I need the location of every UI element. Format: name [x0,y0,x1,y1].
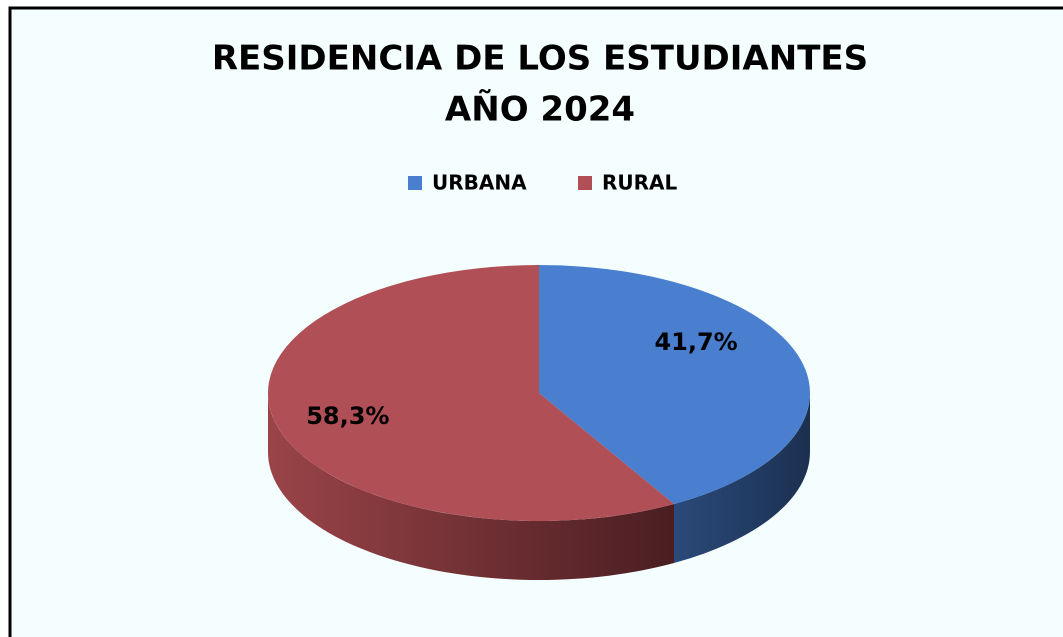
data-label: 58,3% [306,402,389,430]
pie-slice [539,265,811,504]
legend-swatch [578,176,592,190]
pie-side [674,393,810,563]
legend-label: RURAL [602,171,678,195]
legend-label: URBANA [432,171,527,195]
pie-side [268,393,675,580]
legend-swatch [408,176,422,190]
pie-slice [268,265,675,521]
chart-title: AÑO 2024 [445,89,635,130]
chart-title: RESIDENCIA DE LOS ESTUDIANTES [212,39,868,79]
data-label: 41,7% [654,328,737,356]
